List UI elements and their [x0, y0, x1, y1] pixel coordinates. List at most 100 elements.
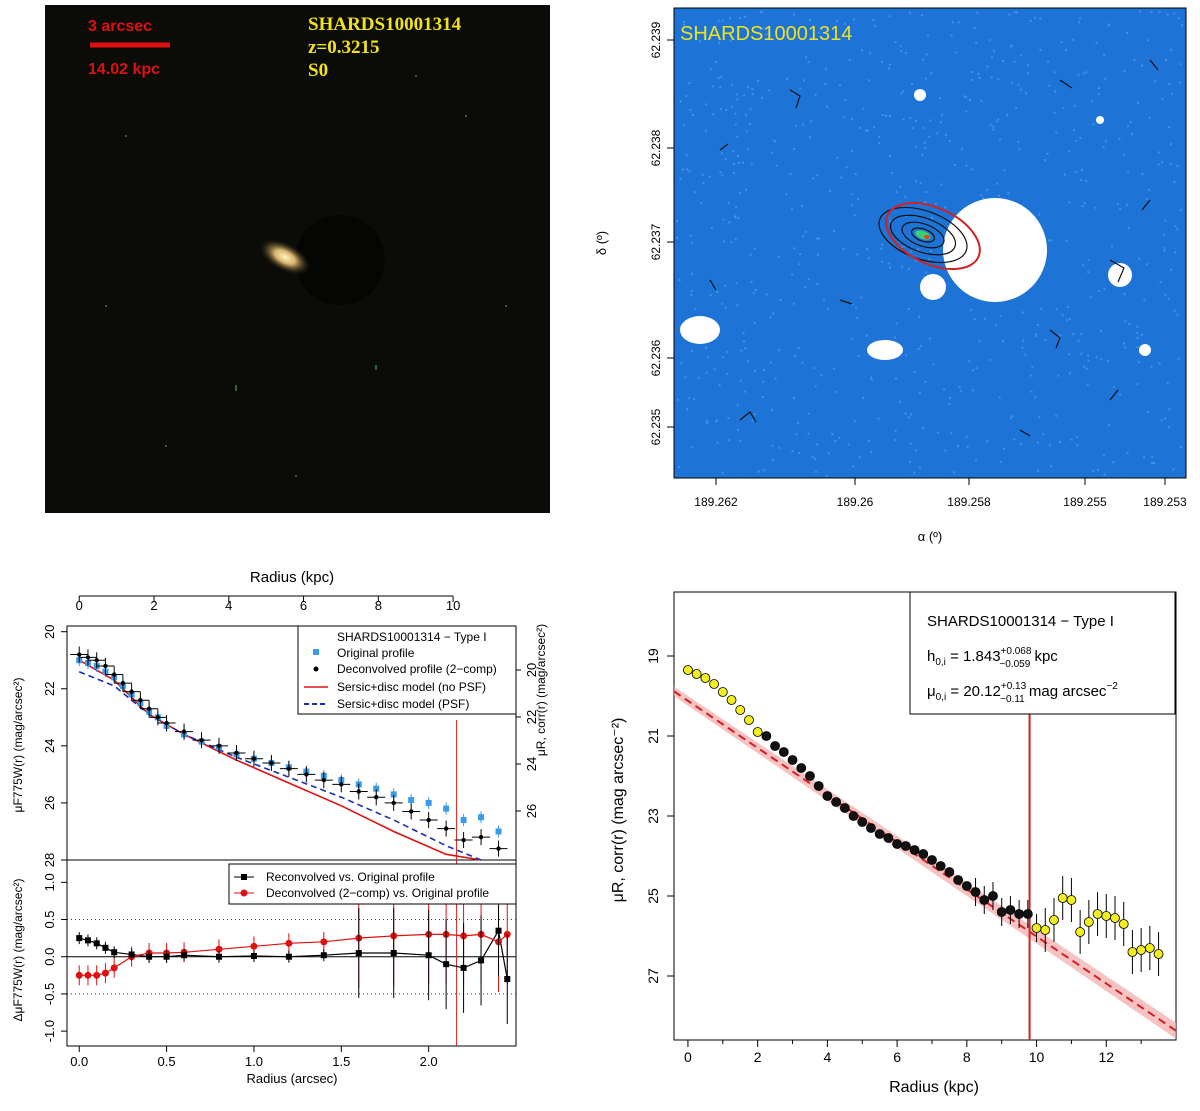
- noise-dot: [1059, 440, 1061, 443]
- noise-dot: [865, 334, 868, 337]
- noise-dot: [722, 356, 725, 359]
- noise-dot: [972, 389, 974, 392]
- reconv-point: [425, 952, 432, 959]
- noise-dot: [754, 288, 757, 291]
- noise-dot: [687, 397, 690, 400]
- resid-ytick-label: -0.5: [42, 983, 57, 1005]
- noise-dot: [685, 154, 688, 157]
- noise-dot: [684, 376, 687, 379]
- noise-dot: [974, 459, 977, 462]
- noise-dot: [1075, 171, 1078, 174]
- noise-dot: [1141, 173, 1144, 176]
- noise-dot: [1146, 39, 1149, 42]
- reconv-point: [146, 953, 153, 960]
- reconv-point: [250, 952, 257, 959]
- noise-dot: [893, 336, 896, 339]
- noise-dot: [1044, 159, 1047, 162]
- deconv-point: [103, 663, 108, 669]
- noise-dot: [792, 397, 795, 399]
- contour-panel: SHARDS10001314 189.262 189.26 189.258 189.2…: [590, 0, 1200, 550]
- noise-dot: [976, 11, 979, 14]
- noise-dot: [914, 146, 917, 149]
- fit-ellipse: [885, 201, 981, 271]
- noise-dot: [913, 471, 916, 474]
- noise-dot: [1176, 165, 1179, 167]
- legend-original: Original profile: [337, 646, 415, 660]
- deconv-point: [164, 720, 169, 726]
- noise-dot: [832, 367, 835, 370]
- noise-dot: [757, 79, 760, 82]
- noise-dot: [693, 191, 696, 194]
- top-axis-label: Radius (kpc): [250, 569, 334, 586]
- noise-dot: [914, 215, 917, 218]
- noise-dot: [1066, 319, 1069, 322]
- noise-dot: [1027, 72, 1030, 75]
- noise-dot: [851, 303, 854, 306]
- noise-dot: [1053, 111, 1056, 114]
- noise-dot: [811, 455, 814, 458]
- noise-dot: [1176, 313, 1179, 316]
- disc-point: [1118, 919, 1129, 929]
- noise-dot: [901, 246, 904, 248]
- noise-dot: [1036, 441, 1039, 444]
- noise-dot: [929, 250, 932, 253]
- noise-dot: [997, 78, 1000, 81]
- noise-dot: [1010, 417, 1012, 420]
- noise-dot: [735, 206, 738, 208]
- noise-dot: [1034, 396, 1037, 399]
- noise-dot: [701, 173, 704, 176]
- noise-dot: [952, 471, 955, 474]
- noise-dot: [915, 180, 917, 183]
- noise-dot: [912, 127, 915, 130]
- noise-dot: [1033, 16, 1036, 19]
- noise-dot: [814, 457, 817, 460]
- noise-dot: [752, 291, 755, 294]
- noise-dot: [1030, 390, 1033, 393]
- noise-dot: [857, 354, 860, 357]
- noise-dot: [1123, 153, 1126, 156]
- noise-dot: [747, 148, 750, 151]
- noise-dot: [732, 149, 735, 152]
- noise-dot: [1145, 198, 1148, 201]
- deconv-point: [426, 817, 431, 823]
- noise-dot: [690, 241, 693, 244]
- reconv-point: [390, 950, 397, 956]
- noise-dot: [1112, 461, 1115, 464]
- noise-dot: [812, 177, 815, 180]
- noise-dot: [918, 466, 921, 469]
- noise-dot: [743, 15, 746, 18]
- noise-dot: [953, 164, 956, 166]
- noise-dot: [1065, 49, 1067, 51]
- noise-dot: [1161, 161, 1164, 164]
- contour-y-axis: 62.235 62.236 62.237 62.238 62.239: [649, 21, 674, 445]
- deconv-point: [129, 689, 134, 694]
- noise-dot: [1103, 473, 1106, 476]
- noise-dot: [719, 108, 722, 111]
- noise-dot: [743, 340, 745, 343]
- noise-dot: [769, 361, 772, 364]
- noise-dot: [765, 293, 768, 296]
- noise-dot: [924, 201, 927, 204]
- noise-dot: [1112, 385, 1115, 388]
- deconv-point: [339, 782, 344, 787]
- noise-dot: [1168, 82, 1171, 85]
- xtick-label: 1.0: [245, 1054, 263, 1069]
- noise-dot: [717, 19, 720, 22]
- noise-dot: [724, 284, 727, 287]
- noise-dot: [1172, 468, 1175, 471]
- noise-dot: [1057, 374, 1060, 377]
- noise-dot: [691, 114, 694, 116]
- noise-dot: [1087, 354, 1089, 357]
- noise-dot: [709, 294, 712, 297]
- noise-dot: [768, 34, 771, 37]
- noise-dot: [768, 89, 771, 92]
- noise-dot: [904, 52, 907, 54]
- noise-dot: [730, 241, 733, 244]
- noise-dot: [771, 444, 774, 447]
- noise-dot: [1158, 362, 1161, 365]
- noise-dot: [922, 126, 925, 129]
- noise-dot: [917, 248, 920, 251]
- noise-dot: [690, 350, 693, 352]
- original-point: [390, 791, 397, 798]
- disc-point: [1031, 923, 1042, 933]
